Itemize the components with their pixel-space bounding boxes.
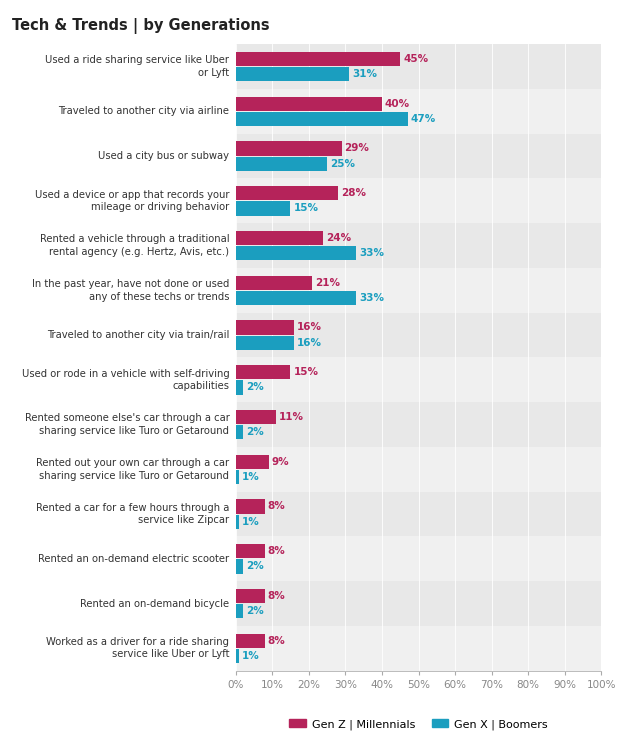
Text: 45%: 45% [403,54,428,64]
Text: Used a ride sharing service like Uber
or Lyft: Used a ride sharing service like Uber or… [45,55,229,78]
Bar [236,589,265,603]
Text: Rented an on-demand electric scooter: Rented an on-demand electric scooter [38,553,229,564]
Text: 28%: 28% [341,188,366,198]
Bar [236,223,601,268]
Bar [236,112,407,126]
Text: Used a city bus or subway: Used a city bus or subway [99,151,229,161]
Bar [236,604,243,618]
Text: Rented someone else's car through a car
sharing service like Turo or Getaround: Rented someone else's car through a car … [25,413,229,436]
Bar [236,514,239,529]
Bar [236,544,265,559]
Text: 8%: 8% [268,591,286,601]
Legend: Gen Z | Millennials, Gen X | Boomers: Gen Z | Millennials, Gen X | Boomers [285,715,552,734]
Text: 33%: 33% [359,248,384,258]
Bar [236,291,356,305]
Text: 40%: 40% [385,99,410,109]
Text: Traveled to another city via train/rail: Traveled to another city via train/rail [47,330,229,340]
Text: 1%: 1% [242,517,260,527]
Bar [236,380,243,394]
Bar [236,321,294,335]
Bar [236,186,338,200]
Bar [236,97,382,111]
Text: 15%: 15% [293,203,319,214]
Text: 2%: 2% [246,562,264,571]
Bar [236,649,239,663]
Text: Worked as a driver for a ride sharing
service like Uber or Lyft: Worked as a driver for a ride sharing se… [46,637,229,660]
Bar [236,469,239,484]
Text: Rented a car for a few hours through a
service like Zipcar: Rented a car for a few hours through a s… [36,503,229,525]
Text: Traveled to another city via airline: Traveled to another city via airline [58,106,229,116]
Text: 8%: 8% [268,636,286,646]
Bar [236,492,601,537]
Text: In the past year, have not done or used
any of these techs or trends: In the past year, have not done or used … [32,279,229,301]
Bar [236,455,268,469]
Bar [236,133,601,178]
Text: 29%: 29% [345,144,370,153]
Bar [236,89,601,133]
Bar [236,634,265,648]
Bar [236,52,401,66]
Bar [236,335,294,350]
Text: 24%: 24% [326,233,352,243]
Text: 31%: 31% [352,69,377,79]
Text: 8%: 8% [268,501,286,511]
Text: 25%: 25% [330,158,355,169]
Bar [236,559,243,573]
Bar [236,410,276,424]
Bar [236,447,601,492]
Bar [236,246,356,260]
Bar [236,268,601,312]
Bar [236,276,312,290]
Text: 2%: 2% [246,427,264,437]
Text: Used or rode in a vehicle with self-driving
capabilities: Used or rode in a vehicle with self-driv… [22,368,229,391]
Text: Tech & Trends | by Generations: Tech & Trends | by Generations [12,18,270,35]
Text: 15%: 15% [293,367,319,377]
Text: 2%: 2% [246,383,264,392]
Text: Rented an on-demand bicycle: Rented an on-demand bicycle [80,598,229,609]
Text: 11%: 11% [279,412,304,422]
Text: 33%: 33% [359,293,384,303]
Bar [236,365,290,380]
Bar [236,142,342,156]
Text: Rented out your own car through a car
sharing service like Turo or Getaround: Rented out your own car through a car sh… [37,458,229,481]
Text: 16%: 16% [297,323,322,332]
Bar [236,231,324,245]
Bar [236,201,290,216]
Bar [236,67,349,81]
Text: 8%: 8% [268,546,286,556]
Bar [236,425,243,439]
Text: 2%: 2% [246,606,264,616]
Text: Used a device or app that records your
mileage or driving behavior: Used a device or app that records your m… [35,189,229,212]
Bar [236,312,601,357]
Bar [236,178,601,223]
Bar [236,537,601,581]
Bar [236,402,601,447]
Text: 1%: 1% [242,472,260,482]
Text: Rented a vehicle through a traditional
rental agency (e.g. Hertz, Avis, etc.): Rented a vehicle through a traditional r… [40,234,229,256]
Text: 1%: 1% [242,651,260,661]
Bar [236,499,265,514]
Bar [236,357,601,402]
Text: 21%: 21% [316,278,340,287]
Bar [236,581,601,626]
Text: 9%: 9% [272,457,289,467]
Bar [236,44,601,89]
Text: 47%: 47% [410,114,436,124]
Text: 16%: 16% [297,338,322,348]
Bar [236,626,601,671]
Bar [236,156,327,171]
